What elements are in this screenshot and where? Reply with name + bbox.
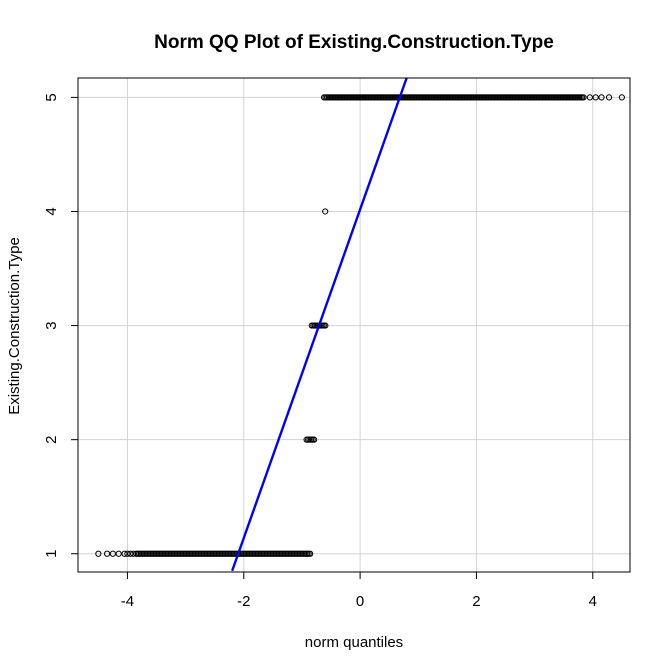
grid xyxy=(78,78,630,572)
y-tick-label: 2 xyxy=(43,435,60,443)
data-point xyxy=(586,94,593,101)
y-tick-label: 3 xyxy=(43,321,60,329)
x-tick-label: -4 xyxy=(121,593,134,610)
plot-frame xyxy=(77,77,631,573)
data-point xyxy=(103,550,111,557)
data-point xyxy=(310,436,318,443)
data-point xyxy=(121,550,128,557)
data-point xyxy=(130,550,137,557)
x-tick-label: 4 xyxy=(589,593,597,610)
y-tick-label: 5 xyxy=(43,93,60,101)
x-axis-label: norm quantiles xyxy=(305,634,403,651)
data-point xyxy=(618,94,625,101)
data-point xyxy=(592,94,599,101)
x-tick-label: 2 xyxy=(472,593,480,610)
data-points xyxy=(95,94,625,557)
data-point xyxy=(322,322,329,329)
x-tick-label: -2 xyxy=(237,593,250,610)
reference-line xyxy=(231,77,408,572)
y-tick-label: 4 xyxy=(43,207,60,215)
data-point xyxy=(127,550,134,557)
data-point xyxy=(115,550,122,557)
data-point xyxy=(95,550,102,557)
data-point xyxy=(322,208,329,215)
data-point xyxy=(580,94,587,101)
data-point xyxy=(598,94,605,101)
x-axis: -4 -2 0 2 4 xyxy=(121,572,597,610)
data-point xyxy=(124,550,131,557)
y-axis: 1 2 3 4 5 xyxy=(43,93,78,558)
y-axis-label: Existing.Construction.Type xyxy=(6,237,23,415)
data-point xyxy=(307,550,314,557)
y-tick-label: 1 xyxy=(43,550,60,558)
data-point xyxy=(109,550,116,557)
x-tick-label: 0 xyxy=(356,593,364,610)
data-point xyxy=(605,94,613,101)
chart-title: Norm QQ Plot of Existing.Construction.Ty… xyxy=(154,32,554,53)
